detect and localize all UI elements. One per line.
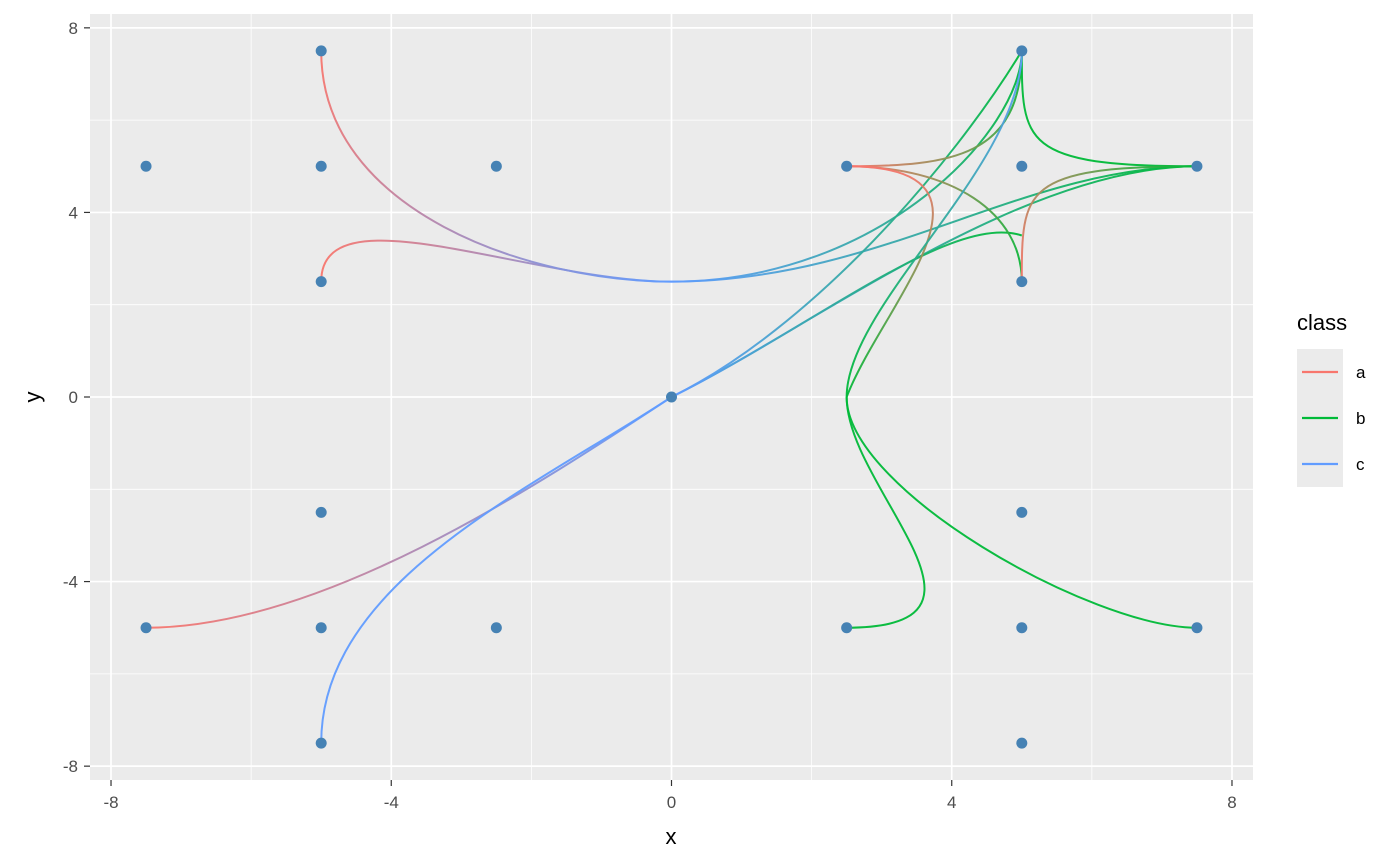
curve-17 <box>845 396 926 629</box>
legend: class a b c <box>1297 310 1366 487</box>
y-tick-label: 8 <box>69 19 78 38</box>
point-8 <box>140 622 152 634</box>
curve-layer <box>146 50 1197 744</box>
legend-title: class <box>1297 310 1347 335</box>
legend-label-a: a <box>1356 363 1366 382</box>
legend-label-b: b <box>1356 409 1365 428</box>
point-14 <box>1016 160 1028 172</box>
y-tick-label: 0 <box>69 388 78 407</box>
y-tick-label: 4 <box>69 203 78 222</box>
curve-2 <box>320 50 672 283</box>
point-17 <box>1016 506 1028 518</box>
y-tick-label: -4 <box>63 573 78 592</box>
x-tick-label: -4 <box>384 793 399 812</box>
curve-15 <box>845 50 1023 398</box>
point-20 <box>1191 622 1203 634</box>
point-10 <box>490 622 502 634</box>
curve-8 <box>671 231 1023 398</box>
y-axis: -8 -4 0 4 8 <box>63 19 90 776</box>
point-21 <box>1016 737 1028 749</box>
point-5 <box>315 276 327 288</box>
curve-12 <box>1020 50 1197 168</box>
x-axis-title: x <box>666 824 677 849</box>
x-tick-label: 4 <box>947 793 956 812</box>
point-4 <box>490 160 502 172</box>
legend-entries: a b c <box>1302 363 1366 474</box>
point-13 <box>841 160 853 172</box>
curve-16 <box>845 396 1197 629</box>
curve-13 <box>1020 165 1197 282</box>
y-tick-label: -8 <box>63 757 78 776</box>
point-9 <box>315 622 327 634</box>
point-2 <box>315 45 327 57</box>
point-7 <box>315 506 327 518</box>
curve-4 <box>671 50 1023 283</box>
curve-10 <box>846 50 1023 168</box>
x-tick-label: 0 <box>667 793 676 812</box>
point-19 <box>1016 622 1028 634</box>
curve-9 <box>671 50 1023 398</box>
curve-6 <box>320 396 673 744</box>
point-12 <box>1016 45 1028 57</box>
curve-5 <box>146 396 673 629</box>
point-16 <box>1016 276 1028 288</box>
x-axis: -8 -4 0 4 8 <box>103 780 1237 812</box>
point-18 <box>841 622 853 634</box>
point-1 <box>140 160 152 172</box>
curve-3 <box>671 165 1197 283</box>
x-tick-label: -8 <box>103 793 118 812</box>
point-layer <box>140 45 1203 749</box>
legend-label-c: c <box>1356 455 1365 474</box>
y-axis-title: y <box>20 392 45 403</box>
point-6 <box>666 391 677 403</box>
point-11 <box>315 737 327 749</box>
point-15 <box>1191 160 1203 172</box>
x-tick-label: 8 <box>1227 793 1236 812</box>
curve-14 <box>845 165 934 398</box>
point-3 <box>315 160 327 172</box>
